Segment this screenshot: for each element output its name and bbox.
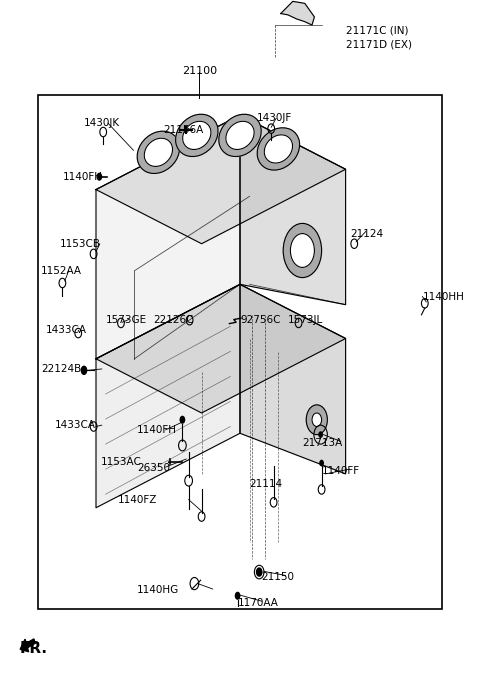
- Circle shape: [318, 431, 323, 438]
- Circle shape: [290, 234, 314, 267]
- Text: 22126C: 22126C: [154, 315, 194, 324]
- Text: 1153AC: 1153AC: [101, 457, 142, 466]
- Text: 1430JF: 1430JF: [257, 114, 292, 123]
- Text: 21100: 21100: [181, 66, 217, 76]
- Ellipse shape: [264, 135, 292, 163]
- Text: 1152AA: 1152AA: [41, 266, 82, 276]
- Circle shape: [306, 405, 327, 435]
- Ellipse shape: [226, 121, 254, 150]
- Circle shape: [283, 223, 322, 278]
- Text: 1433CA: 1433CA: [55, 420, 96, 430]
- Text: 21713A: 21713A: [302, 439, 343, 448]
- Text: 1433CA: 1433CA: [46, 326, 86, 335]
- Polygon shape: [96, 284, 240, 508]
- Ellipse shape: [257, 128, 300, 170]
- Circle shape: [180, 416, 185, 424]
- Text: 1140HG: 1140HG: [137, 586, 179, 595]
- Text: 92756C: 92756C: [240, 315, 280, 324]
- Text: 21114: 21114: [250, 479, 283, 489]
- Polygon shape: [281, 1, 314, 25]
- Ellipse shape: [176, 114, 218, 156]
- Ellipse shape: [219, 114, 261, 156]
- Circle shape: [235, 592, 240, 600]
- Text: 21156A: 21156A: [163, 125, 204, 135]
- Text: 21171D (EX): 21171D (EX): [346, 39, 411, 49]
- Bar: [38, 95, 442, 609]
- Circle shape: [81, 366, 87, 375]
- Text: 1573GE: 1573GE: [106, 315, 147, 324]
- Text: 1430JK: 1430JK: [84, 118, 120, 128]
- Ellipse shape: [183, 121, 211, 150]
- Text: 26350: 26350: [137, 464, 170, 473]
- Polygon shape: [240, 284, 346, 474]
- Text: 22124B: 22124B: [41, 364, 81, 374]
- FancyArrow shape: [20, 639, 35, 652]
- Text: 21171C (IN): 21171C (IN): [346, 26, 408, 35]
- Ellipse shape: [137, 131, 180, 173]
- Polygon shape: [240, 115, 346, 305]
- Polygon shape: [96, 284, 346, 413]
- Text: 1170AA: 1170AA: [238, 598, 278, 607]
- Polygon shape: [96, 115, 346, 244]
- Text: 1140FF: 1140FF: [322, 466, 360, 475]
- Polygon shape: [96, 115, 240, 359]
- Circle shape: [96, 173, 102, 181]
- Text: 1153CB: 1153CB: [60, 239, 101, 248]
- Ellipse shape: [144, 138, 172, 167]
- Text: 1573JL: 1573JL: [288, 315, 323, 324]
- Circle shape: [256, 567, 263, 577]
- Text: 21124: 21124: [350, 229, 384, 238]
- Text: FR.: FR.: [19, 641, 47, 656]
- Text: 1140FZ: 1140FZ: [118, 495, 157, 504]
- Text: 1140FH: 1140FH: [62, 173, 102, 182]
- Text: 21150: 21150: [262, 572, 295, 582]
- Circle shape: [319, 460, 324, 466]
- Text: 1140FH: 1140FH: [137, 425, 177, 435]
- Text: 1140HH: 1140HH: [422, 292, 464, 301]
- Circle shape: [312, 413, 322, 427]
